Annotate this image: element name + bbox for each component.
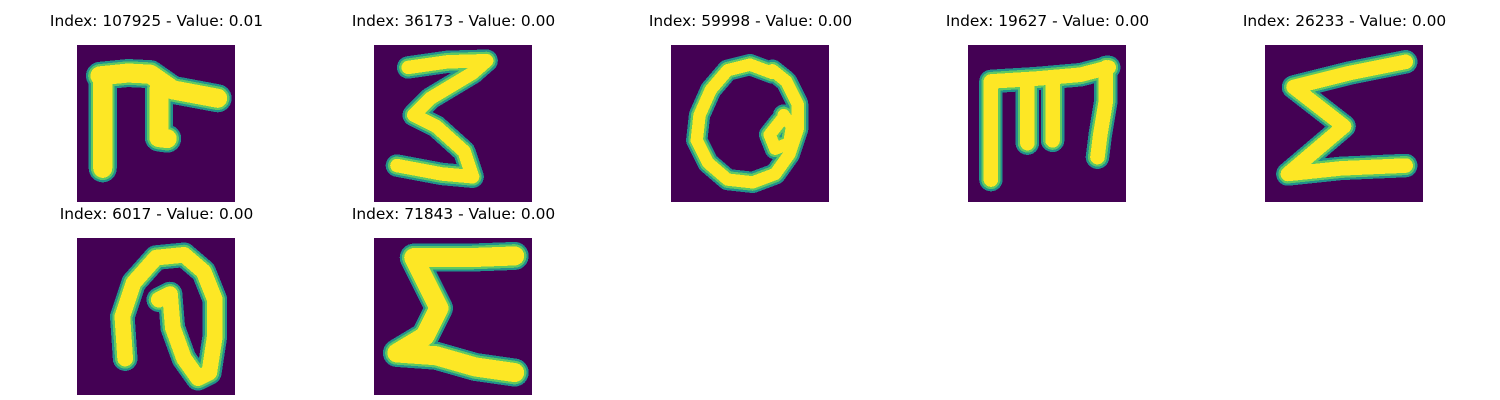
looped-a-letter-image: [686, 53, 809, 194]
panel-title: Index: 71843 - Value: 0.00: [351, 205, 556, 223]
panel-title: Index: 26233 - Value: 0.00: [1242, 12, 1447, 30]
sample-panel-3: Index: 59998 - Value: 0.00: [602, 10, 899, 202]
sample-panel-4: Index: 19627 - Value: 0.00: [899, 10, 1196, 202]
character-image: [374, 45, 532, 202]
sample-panel-7: Index: 71843 - Value: 0.00: [305, 203, 602, 395]
three-like-letter-image: [385, 49, 498, 188]
character-image: [671, 45, 829, 202]
sigma-letter-image: [382, 241, 529, 387]
panel-title: Index: 6017 - Value: 0.00: [59, 205, 254, 223]
character-image: [374, 238, 532, 395]
character-image: [968, 45, 1126, 202]
panel-title: Index: 36173 - Value: 0.00: [351, 12, 556, 30]
sample-panel-5: Index: 26233 - Value: 0.00: [1196, 10, 1493, 202]
panel-title: Index: 19627 - Value: 0.00: [945, 12, 1150, 30]
pi-like-letter-image: [85, 59, 232, 183]
panel-title: Index: 59998 - Value: 0.00: [648, 12, 853, 30]
looped-n-letter-image: [110, 242, 228, 391]
character-image: [1265, 45, 1423, 202]
panel-title: Index: 107925 - Value: 0.01: [49, 12, 264, 30]
m-like-letter-image: [979, 55, 1121, 192]
sample-panel-6: Index: 6017 - Value: 0.00: [8, 203, 305, 395]
character-image: [77, 238, 235, 395]
sigma-letter-image: [1276, 50, 1418, 186]
sample-panel-2: Index: 36173 - Value: 0.00: [305, 10, 602, 202]
character-image: [77, 45, 235, 202]
sample-panel-1: Index: 107925 - Value: 0.01: [8, 10, 305, 202]
